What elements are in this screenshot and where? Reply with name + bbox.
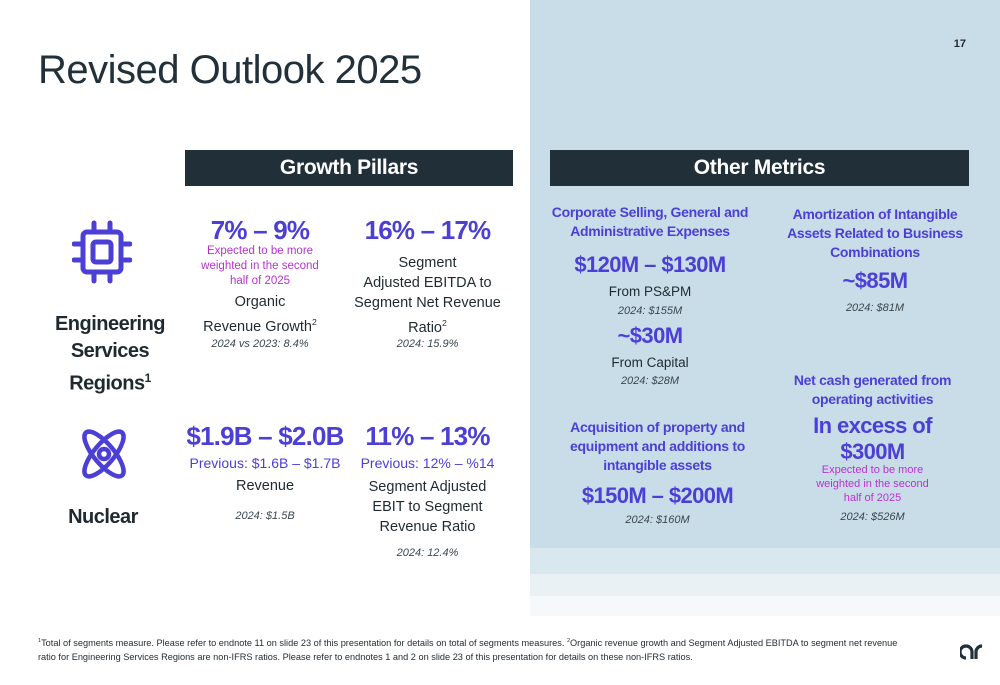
- netcash-value: In excess of $300M: [770, 413, 975, 465]
- other-metrics-header: Other Metrics: [550, 150, 969, 186]
- footnote-sup: 2: [566, 638, 571, 644]
- atom-icon: [82, 429, 126, 479]
- capex-value: $150M – $200M: [581, 483, 734, 508]
- amortization-value: ~$85M: [842, 268, 908, 293]
- ebitda-ratio-value: 16% – 17%: [364, 215, 492, 245]
- heading-line: Net cash generated from: [793, 372, 952, 388]
- organic-growth-block: 7% – 9%: [185, 215, 335, 246]
- value-line: In excess of: [813, 413, 932, 438]
- row-label-nuclear: Nuclear: [68, 506, 138, 528]
- company-logo: [960, 644, 983, 660]
- heading-line: Assets Related to Business: [787, 225, 963, 241]
- note-line: weighted in the second: [816, 478, 929, 490]
- note-line: Expected to be more: [206, 245, 314, 257]
- panel-band: [530, 548, 1000, 574]
- note-line: half of 2025: [843, 492, 902, 504]
- heading-line: equipment and additions to: [570, 438, 745, 454]
- sga-prior-capital: 2024: $28M: [620, 375, 680, 387]
- panel-band: [530, 596, 1000, 616]
- heading-line: Combinations: [830, 244, 920, 260]
- footnote-line: ratio for Engineering Services Regions a…: [38, 652, 693, 663]
- netcash-note: Expected to be more weighted in the seco…: [780, 463, 965, 505]
- label-line: Revenue Ratio: [379, 519, 476, 535]
- sga-value-psmp: $120M – $130M: [574, 252, 726, 277]
- footnote: 1Total of segments measure. Please refer…: [38, 634, 928, 664]
- heading-line: Acquisition of property and: [570, 419, 745, 435]
- sga-label-capital: From Capital: [611, 355, 689, 370]
- panel-band: [530, 574, 1000, 596]
- footnote-text: Total of segments measure. Please refer …: [41, 638, 567, 649]
- label-line: Segment Net Revenue: [354, 295, 501, 311]
- heading-line: Administrative Expenses: [570, 223, 730, 239]
- note-line: half of 2025: [229, 275, 291, 287]
- capex-heading: Acquisition of property and equipment an…: [550, 418, 765, 475]
- nuclear-revenue-previous: Previous: $1.6B – $1.7B: [189, 455, 341, 471]
- ebitda-ratio-prior: 2024: 15.9%: [396, 338, 459, 350]
- note-line: Expected to be more: [821, 464, 924, 476]
- engineering-label-sup: 1: [144, 371, 152, 385]
- organic-growth-value: 7% – 9%: [210, 215, 310, 245]
- organic-growth-prior: 2024 vs 2023: 8.4%: [211, 338, 309, 350]
- label-line: Segment Adjusted: [368, 479, 487, 495]
- label-line: Adjusted EBITDA to: [363, 275, 492, 291]
- note-line: weighted in the second: [201, 260, 319, 272]
- row-label-engineering: Engineering Services Regions1: [40, 311, 180, 398]
- nuclear-revenue-prior: 2024: $1.5B: [235, 510, 295, 522]
- label-line: EBIT to Segment: [372, 499, 483, 515]
- value-line: $300M: [840, 439, 905, 464]
- organic-growth-label: Organic Revenue Growth2: [180, 292, 340, 337]
- netcash-heading: Net cash generated from operating activi…: [770, 371, 975, 409]
- label-sup: 2: [442, 318, 447, 328]
- nuclear-ebit-label: Segment Adjusted EBIT to Segment Revenue…: [345, 477, 510, 537]
- page-number: 17: [953, 38, 966, 50]
- other-metrics-panel: [530, 0, 1000, 548]
- amortization-prior: 2024: $81M: [845, 302, 905, 314]
- page-title: Revised Outlook 2025: [38, 48, 422, 92]
- heading-line: Amortization of Intangible: [792, 206, 958, 222]
- chip-icon: [72, 220, 132, 284]
- label-line: Ratio: [408, 319, 442, 336]
- label-sup: 2: [311, 317, 317, 327]
- nuclear-ebit-previous: Previous: 12% – %14: [360, 455, 495, 471]
- netcash-prior: 2024: $526M: [840, 511, 905, 523]
- amortization-heading: Amortization of Intangible Assets Relate…: [770, 205, 980, 262]
- nuclear-revenue-label: Revenue: [235, 478, 295, 494]
- label-line: Organic: [234, 294, 286, 310]
- ebitda-ratio-label: Segment Adjusted EBITDA to Segment Net R…: [345, 253, 510, 338]
- footnote-text: Organic revenue growth and Segment Adjus…: [570, 638, 898, 649]
- sga-label-psmp: From PS&PM: [608, 284, 692, 299]
- sga-prior-psmp: 2024: $155M: [617, 305, 683, 317]
- heading-line: intangible assets: [603, 457, 712, 473]
- sga-heading: Corporate Selling, General and Administr…: [540, 203, 760, 241]
- engineering-label-line2: Services Regions: [69, 340, 150, 395]
- organic-growth-note: Expected to be more weighted in the seco…: [185, 244, 335, 289]
- capex-prior: 2024: $160M: [625, 514, 690, 526]
- label-line: Revenue Growth: [203, 318, 312, 335]
- engineering-label-line1: Engineering: [54, 313, 166, 335]
- nuclear-ebit-value: 11% – 13%: [365, 421, 490, 451]
- growth-pillars-header: Growth Pillars: [185, 150, 513, 186]
- heading-line: operating activities: [811, 391, 934, 407]
- heading-line: Corporate Selling, General and: [551, 204, 749, 220]
- sga-value-capital: ~$30M: [617, 323, 683, 348]
- footnote-sup: 1: [38, 638, 42, 644]
- nuclear-ebit-prior: 2024: 12.4%: [396, 547, 459, 559]
- label-line: Segment: [398, 255, 457, 271]
- nuclear-revenue-value: $1.9B – $2.0B: [186, 421, 344, 451]
